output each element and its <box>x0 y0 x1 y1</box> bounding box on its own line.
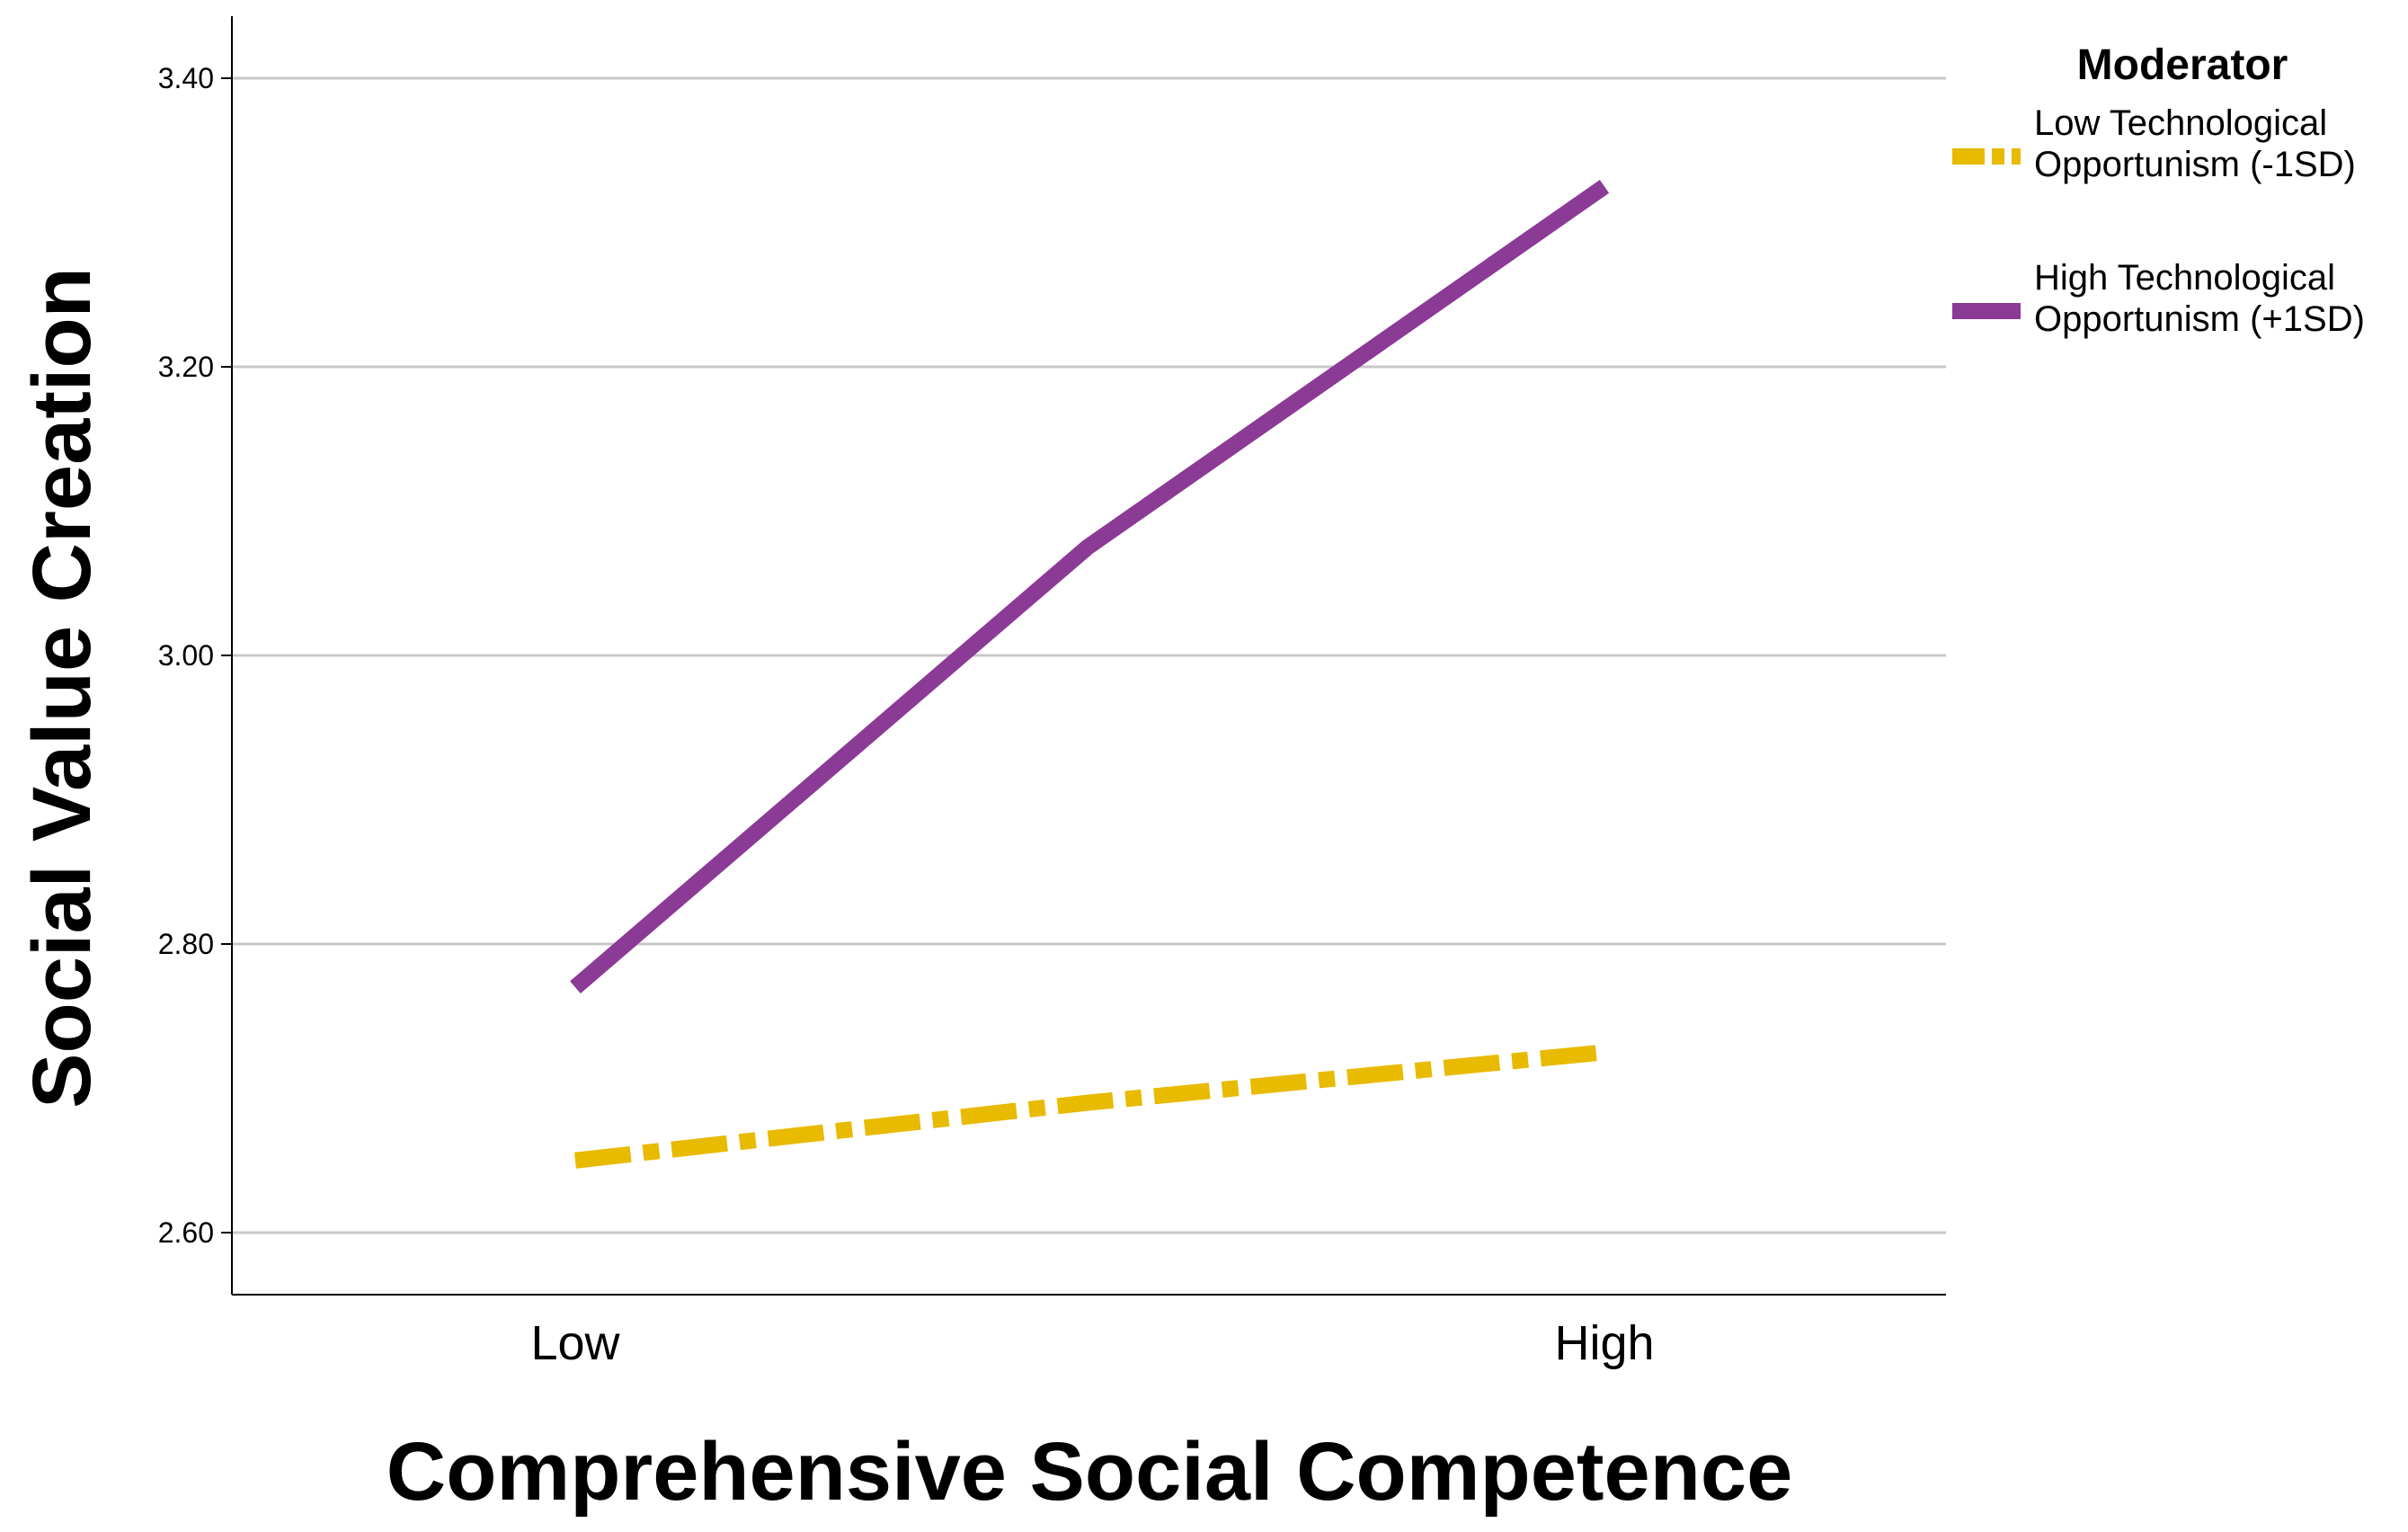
y-tick-label: 3.00 <box>158 639 214 672</box>
series-line <box>570 179 1610 993</box>
x-axis-title: Comprehensive Social Competence <box>387 1426 1793 1518</box>
legend-label: High Technological <box>2034 258 2335 298</box>
legend-title: Moderator <box>2077 41 2288 89</box>
legend-label: Low Technological <box>2034 103 2327 143</box>
x-tick-label: Low <box>530 1316 620 1370</box>
x-tick-label: High <box>1554 1316 1654 1370</box>
series-lines <box>570 179 1610 1169</box>
y-tick-label: 3.40 <box>158 62 214 94</box>
y-axis-title: Social Value Creation <box>16 267 108 1109</box>
legend-label: Opportunism (-1SD) <box>2034 145 2356 184</box>
x-tick-labels: Low High <box>530 1316 1654 1370</box>
y-tick-label: 2.60 <box>158 1216 214 1249</box>
y-tick-labels: 2.60 2.80 3.00 3.20 3.40 <box>158 62 232 1249</box>
gridlines <box>232 76 1946 1234</box>
series-line <box>573 1044 1605 1169</box>
legend-label: Opportunism (+1SD) <box>2034 299 2365 339</box>
y-tick-label: 2.80 <box>158 928 214 960</box>
y-tick-label: 3.20 <box>158 351 214 383</box>
